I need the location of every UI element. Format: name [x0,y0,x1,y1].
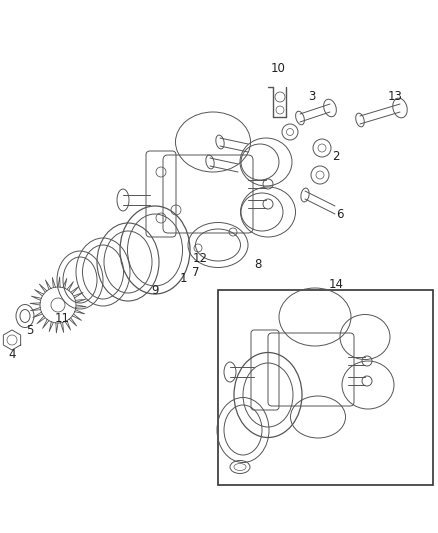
Text: 13: 13 [388,90,403,102]
Text: 2: 2 [332,149,340,163]
Text: 4: 4 [8,349,16,361]
Text: 9: 9 [151,284,159,296]
Text: 11: 11 [54,311,70,325]
Text: 1: 1 [179,271,187,285]
Bar [218,290,433,485]
Text: 14: 14 [328,279,343,292]
Text: 6: 6 [336,208,344,222]
Text: 7: 7 [192,265,200,279]
Text: 12: 12 [192,252,208,264]
Text: 5: 5 [26,324,34,336]
Text: 3: 3 [308,90,316,102]
Text: 10: 10 [271,61,286,75]
Text: 8: 8 [254,259,261,271]
